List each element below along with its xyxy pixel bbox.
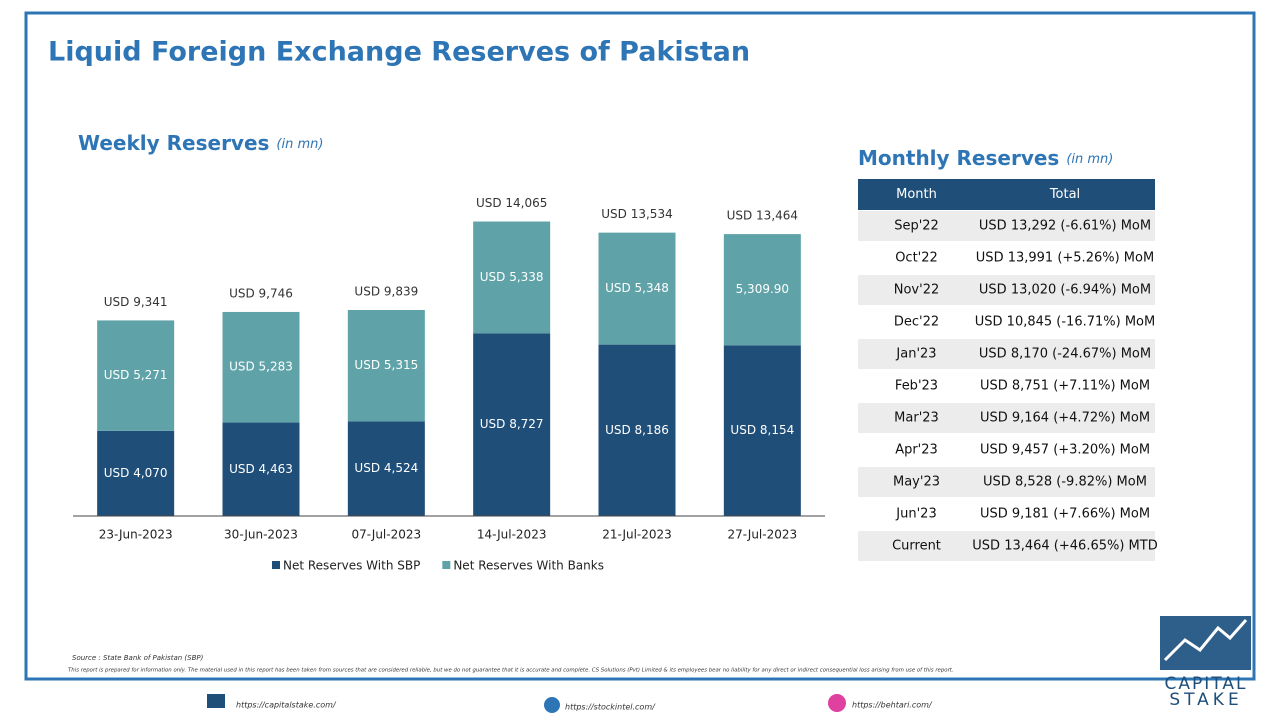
total-label: USD 14,065 (476, 196, 547, 210)
table-cell: Dec'22 (894, 315, 939, 330)
data-label: USD 4,524 (354, 461, 418, 475)
x-tick-label: 07-Jul-2023 (352, 528, 422, 542)
table-header-cell: Month (896, 187, 937, 202)
bar-segment (473, 221, 551, 334)
data-label: USD 8,154 (730, 423, 794, 437)
table-header-cell: Total (1049, 187, 1080, 202)
table-title-main: Monthly Reserves (858, 146, 1059, 170)
bar-segment (347, 421, 425, 516)
bar-segment (723, 345, 801, 516)
table-cell: Jun'23 (895, 507, 936, 522)
chart-title: Weekly Reserves (in mn) (78, 131, 323, 155)
disclaimer: This report is prepared for information … (68, 668, 954, 674)
table-row (858, 275, 1155, 305)
table-cell: USD 13,292 (-6.61%) MoM (979, 219, 1151, 234)
table-cell: USD 8,170 (-24.67%) MoM (979, 347, 1151, 362)
table-cell: Current (892, 539, 941, 554)
table-row (858, 243, 1155, 273)
logo-line (1163, 619, 1248, 662)
table-subtitle: (in mn) (1066, 152, 1113, 167)
table-row (858, 371, 1155, 401)
data-label: USD 5,338 (480, 270, 544, 284)
bar-segment (222, 311, 300, 423)
chart-title-main: Weekly Reserves (78, 131, 269, 155)
table-cell: Nov'22 (894, 283, 940, 298)
x-tick-label: 14-Jul-2023 (477, 528, 547, 542)
table-header (858, 179, 1155, 210)
bar-segment (473, 333, 551, 516)
table-row (858, 403, 1155, 433)
table-cell: Oct'22 (895, 251, 938, 266)
icon (207, 694, 225, 708)
data-label: USD 5,348 (605, 281, 669, 295)
table-cell: USD 13,991 (+5.26%) MoM (976, 251, 1154, 266)
x-tick-label: 23-Jun-2023 (99, 528, 173, 542)
table-cell: USD 9,181 (+7.66%) MoM (980, 507, 1150, 522)
table-cell: Jan'23 (895, 347, 936, 362)
table-cell: USD 9,457 (+3.20%) MoM (980, 443, 1150, 458)
logo-text: STAKE (1169, 690, 1242, 710)
data-label: USD 4,463 (229, 462, 293, 476)
table-row (858, 211, 1155, 241)
table-cell: USD 8,751 (+7.11%) MoM (980, 379, 1150, 394)
link: https://behtari.com/ (852, 701, 933, 710)
table-row (858, 467, 1155, 497)
icon (828, 694, 846, 712)
table-cell: Mar'23 (894, 411, 939, 426)
table-cell: USD 13,464 (+46.65%) MTD (972, 539, 1157, 554)
table-cell: May'23 (893, 475, 940, 490)
bar-segment (222, 422, 300, 516)
table-row (858, 339, 1155, 369)
table-row (858, 531, 1155, 561)
bar-segment (598, 232, 676, 345)
data-label: USD 5,283 (229, 360, 293, 374)
table-cell: Sep'22 (894, 219, 939, 234)
total-label: USD 13,464 (727, 209, 798, 223)
data-label: USD 4,070 (104, 466, 168, 480)
bar-segment (97, 320, 175, 431)
total-label: USD 9,839 (354, 284, 418, 298)
legend-label: Net Reserves With SBP (283, 559, 420, 573)
total-label: USD 9,746 (229, 286, 293, 300)
x-tick-label: 27-Jul-2023 (728, 528, 798, 542)
x-tick-label: 21-Jul-2023 (602, 528, 672, 542)
bar-segment (347, 309, 425, 422)
link: https://stockintel.com/ (565, 703, 656, 712)
table-cell: Feb'23 (895, 379, 938, 394)
table-cell: USD 13,020 (-6.94%) MoM (979, 283, 1151, 298)
x-tick-label: 30-Jun-2023 (224, 528, 298, 542)
legend-swatch (442, 561, 451, 569)
total-label: USD 9,341 (104, 295, 168, 309)
bar-segment (97, 430, 175, 516)
legend-label: Net Reserves With Banks (453, 559, 604, 573)
table-row (858, 499, 1155, 529)
source: Source : State Bank of Pakistan (SBP) (72, 654, 204, 662)
data-label: USD 5,315 (354, 358, 418, 372)
data-label: 5,309.90 (736, 282, 789, 296)
bar-segment (723, 234, 801, 346)
link: https://capitalstake.com/ (236, 701, 337, 710)
frame (24, 11, 1256, 681)
icon (544, 697, 560, 713)
total-label: USD 13,534 (601, 207, 672, 221)
bar-segment (598, 344, 676, 516)
data-label: USD 5,271 (104, 368, 168, 382)
table-cell: USD 10,845 (-16.71%) MoM (975, 315, 1155, 330)
data-label: USD 8,186 (605, 423, 669, 437)
chart-subtitle: (in mn) (276, 137, 323, 152)
table-cell: Apr'23 (895, 443, 938, 458)
table-row (858, 435, 1155, 465)
table-cell: USD 8,528 (-9.82%) MoM (983, 475, 1147, 490)
table-row (858, 307, 1155, 337)
legend-swatch (272, 561, 280, 569)
table-title: Monthly Reserves (in mn) (858, 146, 1113, 170)
data-label: USD 8,727 (480, 417, 544, 431)
logo-text: CAPITAL (1165, 674, 1248, 694)
page-title: Liquid Foreign Exchange Reserves of Paki… (48, 37, 750, 68)
table-cell: USD 9,164 (+4.72%) MoM (980, 411, 1150, 426)
